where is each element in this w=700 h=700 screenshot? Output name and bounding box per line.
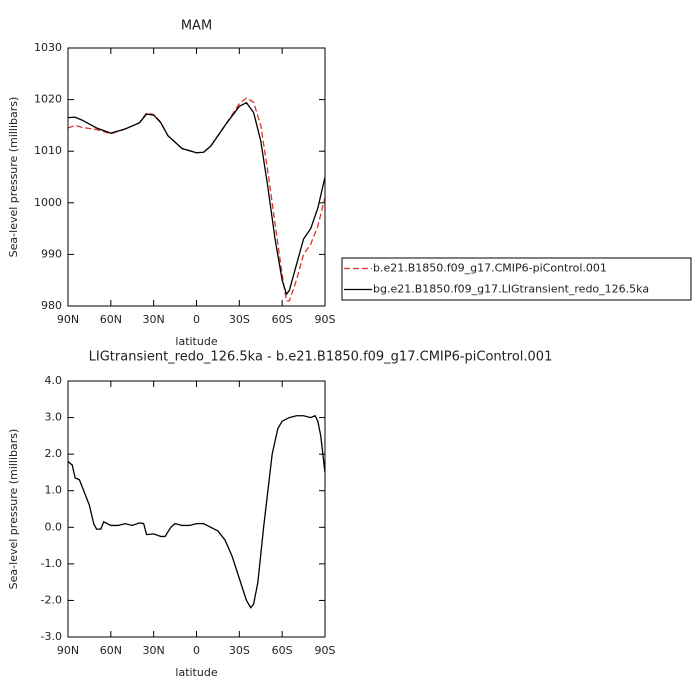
panel: LIGtransient_redo_126.5ka - b.e21.B1850.… bbox=[7, 350, 552, 680]
y-tick-label: -2.0 bbox=[41, 593, 62, 606]
x-tick-label: 60N bbox=[100, 644, 122, 657]
y-tick-label: -1.0 bbox=[41, 557, 62, 570]
series-line bbox=[67, 97, 326, 302]
plot-frame bbox=[67, 380, 326, 638]
x-tick-label: 90S bbox=[315, 313, 336, 326]
y-tick-label: 1010 bbox=[34, 144, 62, 157]
y-tick-label: 3.0 bbox=[45, 411, 63, 424]
y-tick-label: 0.0 bbox=[45, 520, 63, 533]
y-tick-label: 1.0 bbox=[45, 484, 63, 497]
y-axis-label: Sea-level pressure (millibars) bbox=[7, 97, 20, 258]
x-tick-label: 0 bbox=[193, 313, 200, 326]
y-tick-label: 2.0 bbox=[45, 447, 63, 460]
legend-label: bg.e21.B1850.f09_g17.LIGtransient_redo_1… bbox=[373, 283, 649, 296]
y-tick-label: 980 bbox=[41, 299, 62, 312]
y-tick-label: 4.0 bbox=[45, 374, 63, 387]
x-tick-label: 90S bbox=[315, 644, 336, 657]
legend-label: b.e21.B1850.f09_g17.CMIP6-piControl.001 bbox=[373, 262, 607, 275]
x-axis-label: latitude bbox=[175, 666, 217, 679]
y-tick-label: -3.0 bbox=[41, 630, 62, 643]
x-tick-label: 0 bbox=[193, 644, 200, 657]
x-tick-label: 60S bbox=[272, 313, 293, 326]
x-tick-label: 30S bbox=[229, 644, 250, 657]
y-tick-label: 1020 bbox=[34, 93, 62, 106]
x-tick-label: 30N bbox=[143, 644, 165, 657]
series-line bbox=[67, 414, 326, 609]
x-tick-label: 30S bbox=[229, 313, 250, 326]
y-tick-label: 990 bbox=[41, 247, 62, 260]
y-tick-label: 1030 bbox=[34, 41, 62, 54]
y-axis-label: Sea-level pressure (millibars) bbox=[7, 429, 20, 590]
legend: b.e21.B1850.f09_g17.CMIP6-piControl.001b… bbox=[341, 257, 692, 301]
x-tick-label: 60S bbox=[272, 644, 293, 657]
panel: MAM latitude Sea-level pressure (millibars… bbox=[7, 19, 692, 348]
x-tick-label: 30N bbox=[143, 313, 165, 326]
y-tick-label: 1000 bbox=[34, 196, 62, 209]
chart-title: MAM bbox=[181, 19, 212, 34]
chart-title: LIGtransient_redo_126.5ka - b.e21.B1850.… bbox=[89, 350, 553, 365]
series-line bbox=[67, 101, 326, 296]
x-tick-label: 90N bbox=[57, 644, 79, 657]
legend-box bbox=[341, 257, 692, 301]
x-tick-label: 60N bbox=[100, 313, 122, 326]
plot-frame bbox=[67, 47, 326, 307]
x-axis-label: latitude bbox=[175, 335, 217, 348]
x-tick-label: 90N bbox=[57, 313, 79, 326]
